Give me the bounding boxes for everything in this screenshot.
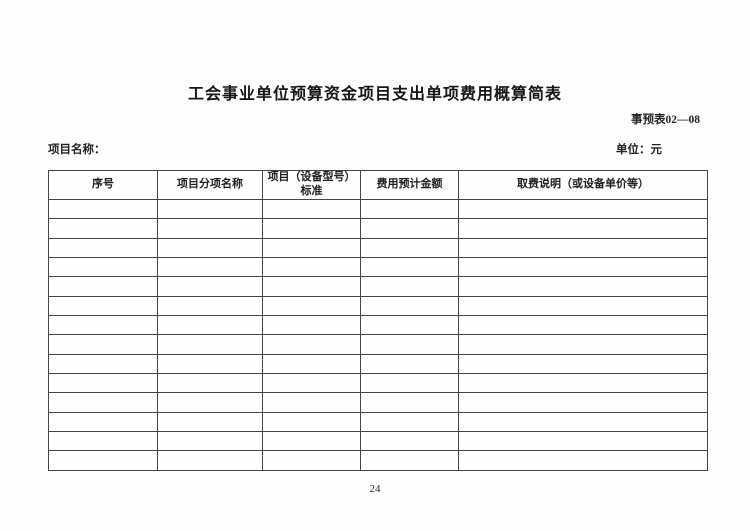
column-header-item-name: 项目分项名称 — [157, 170, 263, 200]
table-cell — [157, 295, 263, 317]
table-cell — [458, 315, 708, 336]
table-cell — [360, 411, 459, 433]
table-cell — [157, 392, 263, 413]
table-cell — [48, 257, 158, 278]
table-cell — [458, 218, 708, 239]
table-cell — [48, 450, 158, 471]
table-cell — [48, 315, 158, 336]
table-row — [48, 295, 708, 317]
table-cell — [458, 411, 708, 433]
table-cell — [262, 257, 361, 278]
table-row — [48, 218, 708, 239]
table-cell — [360, 198, 459, 220]
table-cell — [458, 450, 708, 471]
table-cell — [458, 237, 708, 259]
table-cell — [458, 276, 708, 297]
table-cell — [48, 392, 158, 413]
column-header-standard: 项目（设备型号） 标准 — [262, 170, 361, 200]
table-cell — [262, 198, 361, 220]
table-cell — [360, 450, 459, 471]
table-cell — [48, 295, 158, 317]
table-cell — [48, 237, 158, 259]
table-cell — [458, 353, 708, 375]
table-cell — [262, 450, 361, 471]
table-cell — [360, 431, 459, 452]
table-cell — [360, 237, 459, 259]
table-cell — [360, 218, 459, 239]
table-cell — [48, 198, 158, 220]
table-cell — [360, 257, 459, 278]
table-cell — [157, 315, 263, 336]
table-row — [48, 450, 708, 471]
table-cell — [262, 392, 361, 413]
table-cell — [360, 392, 459, 413]
table-cell — [458, 373, 708, 394]
table-cell — [262, 334, 361, 355]
estimate-table-body — [48, 198, 708, 471]
column-header-fee-note: 取费说明（或设备单价等） — [458, 170, 708, 200]
unit-label: 单位：元 — [616, 144, 662, 156]
table-cell — [458, 257, 708, 278]
table-cell — [157, 237, 263, 259]
project-name-label: 项目名称： — [48, 144, 106, 156]
table-cell — [48, 353, 158, 375]
table-row — [48, 411, 708, 433]
table-row — [48, 334, 708, 355]
table-cell — [458, 392, 708, 413]
table-row — [48, 257, 708, 278]
table-cell — [458, 295, 708, 317]
table-cell — [157, 276, 263, 297]
table-cell — [48, 334, 158, 355]
estimate-table: 序号 项目分项名称 项目（设备型号） 标准 费用预计金额 取费说明（或设备单价等… — [48, 170, 708, 471]
table-cell — [157, 450, 263, 471]
table-cell — [262, 373, 361, 394]
table-cell — [157, 218, 263, 239]
table-cell — [157, 353, 263, 375]
table-row — [48, 198, 708, 220]
table-cell — [262, 315, 361, 336]
header-row: 序号 项目分项名称 项目（设备型号） 标准 费用预计金额 取费说明（或设备单价等… — [48, 170, 708, 200]
table-row — [48, 392, 708, 413]
column-header-seq: 序号 — [48, 170, 158, 200]
estimate-table-header: 序号 项目分项名称 项目（设备型号） 标准 费用预计金额 取费说明（或设备单价等… — [48, 170, 708, 200]
table-row — [48, 237, 708, 259]
table-row — [48, 431, 708, 452]
table-cell — [48, 218, 158, 239]
table-cell — [458, 431, 708, 452]
table-cell — [262, 353, 361, 375]
table-cell — [262, 276, 361, 297]
table-cell — [157, 411, 263, 433]
table-cell — [157, 431, 263, 452]
table-cell — [157, 257, 263, 278]
table-cell — [360, 295, 459, 317]
table-cell — [360, 315, 459, 336]
form-code: 事预表02—08 — [631, 114, 700, 126]
table-cell — [262, 218, 361, 239]
table-row — [48, 373, 708, 394]
table-cell — [360, 276, 459, 297]
table-cell — [48, 411, 158, 433]
table-cell — [48, 431, 158, 452]
table-row — [48, 315, 708, 336]
table-cell — [360, 353, 459, 375]
table-cell — [458, 334, 708, 355]
table-cell — [262, 295, 361, 317]
table-cell — [262, 411, 361, 433]
table-cell — [262, 431, 361, 452]
table-cell — [458, 198, 708, 220]
page-number: 24 — [369, 483, 381, 495]
table-cell — [262, 237, 361, 259]
table-row — [48, 353, 708, 375]
table-cell — [48, 276, 158, 297]
table-cell — [157, 198, 263, 220]
table-row — [48, 276, 708, 297]
column-header-estimated-amount: 费用预计金额 — [360, 170, 459, 200]
table-cell — [48, 373, 158, 394]
page-title: 工会事业单位预算资金项目支出单项费用概算简表 — [187, 86, 562, 103]
table-cell — [360, 334, 459, 355]
table-cell — [360, 373, 459, 394]
table-cell — [157, 373, 263, 394]
table-cell — [157, 334, 263, 355]
